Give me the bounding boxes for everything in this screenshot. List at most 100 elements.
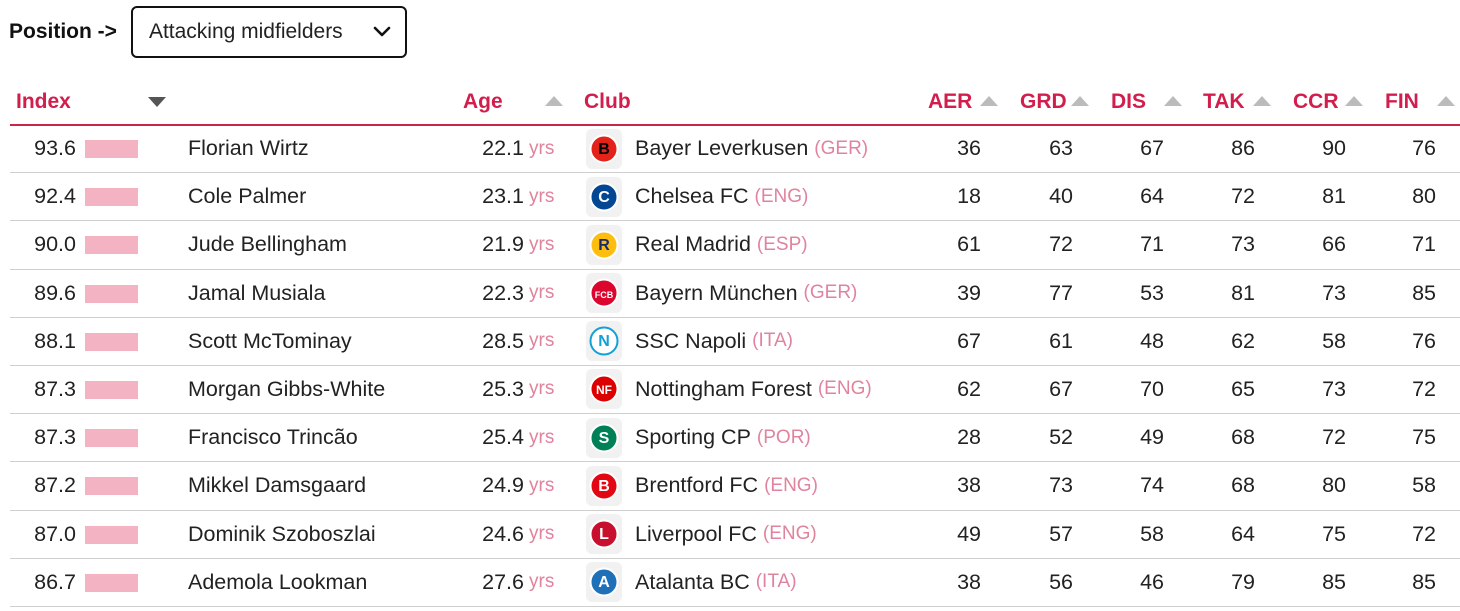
club-name: Liverpool FC bbox=[635, 521, 757, 546]
table-row[interactable]: 86.7 Ademola Lookman 27.6 yrs A Atalanta… bbox=[10, 559, 1460, 607]
index-value: 87.2 bbox=[34, 473, 76, 498]
club-cell[interactable]: Nottingham Forest (ENG) bbox=[635, 366, 872, 413]
player-name[interactable]: Dominik Szoboszlai bbox=[188, 521, 376, 546]
club-name: Sporting CP bbox=[635, 425, 751, 450]
index-value: 87.3 bbox=[34, 376, 76, 401]
fin-value: 76 bbox=[1412, 136, 1436, 160]
sort-desc-icon[interactable] bbox=[148, 97, 166, 107]
brentford-logo-icon: B bbox=[586, 465, 622, 506]
real-madrid-logo-icon: R bbox=[586, 224, 622, 265]
index-bar bbox=[85, 429, 138, 448]
club-cell[interactable]: Liverpool FC (ENG) bbox=[635, 511, 817, 558]
tak-value: 73 bbox=[1231, 232, 1255, 257]
ccr-value: 85 bbox=[1322, 569, 1346, 594]
column-header-tak[interactable]: TAK bbox=[1203, 90, 1245, 113]
column-header-club[interactable]: Club bbox=[584, 90, 631, 113]
tak-value: 68 bbox=[1231, 473, 1255, 498]
club-cell[interactable]: Sporting CP (POR) bbox=[635, 414, 811, 461]
index-bar bbox=[85, 380, 138, 399]
ccr-value: 75 bbox=[1322, 521, 1346, 546]
fin-value: 75 bbox=[1412, 425, 1436, 450]
sort-asc-icon[interactable] bbox=[1253, 96, 1271, 106]
column-header-dis[interactable]: DIS bbox=[1111, 90, 1147, 113]
table-row[interactable]: 87.2 Mikkel Damsgaard 24.9 yrs B Brentfo… bbox=[10, 462, 1460, 511]
column-header-age[interactable]: Age bbox=[463, 90, 503, 113]
dis-value: 58 bbox=[1140, 521, 1164, 546]
player-name[interactable]: Scott McTominay bbox=[188, 328, 352, 353]
tak-value: 68 bbox=[1231, 425, 1255, 450]
table-row[interactable]: 93.6 Florian Wirtz 22.1 yrs B Bayer Leve… bbox=[10, 125, 1460, 174]
sort-asc-icon[interactable] bbox=[545, 96, 563, 106]
grd-value: 67 bbox=[1049, 376, 1073, 401]
club-cell[interactable]: Atalanta BC (ITA) bbox=[635, 559, 797, 606]
index-bar bbox=[85, 140, 138, 158]
svg-text:S: S bbox=[599, 430, 610, 447]
club-cell[interactable]: Real Madrid (ESP) bbox=[635, 221, 808, 268]
position-select[interactable]: Attacking midfielders bbox=[130, 6, 407, 58]
bayern-munchen-logo-icon: FCB bbox=[586, 273, 622, 314]
tak-value: 62 bbox=[1231, 328, 1255, 353]
sort-asc-icon[interactable] bbox=[980, 96, 998, 106]
aer-value: 36 bbox=[957, 136, 981, 160]
column-header-index[interactable]: Index bbox=[16, 90, 71, 113]
age-unit: yrs bbox=[529, 185, 555, 207]
sort-asc-icon[interactable] bbox=[1071, 96, 1089, 106]
grd-value: 63 bbox=[1049, 136, 1073, 160]
column-header-grd[interactable]: GRD bbox=[1020, 90, 1067, 113]
club-name: Nottingham Forest bbox=[635, 376, 812, 401]
table-row[interactable]: 88.1 Scott McTominay 28.5 yrs N SSC Napo… bbox=[10, 318, 1460, 366]
player-name[interactable]: Florian Wirtz bbox=[188, 136, 309, 160]
club-name: Brentford FC bbox=[635, 473, 759, 498]
ccr-value: 80 bbox=[1322, 473, 1346, 498]
sort-asc-icon[interactable] bbox=[1345, 96, 1363, 106]
player-name[interactable]: Mikkel Damsgaard bbox=[188, 473, 367, 498]
index-bar bbox=[85, 284, 138, 303]
table-row[interactable]: 87.3 Francisco Trincão 25.4 yrs S Sporti… bbox=[10, 414, 1460, 463]
aer-value: 62 bbox=[957, 376, 981, 401]
napoli-logo-icon: N bbox=[586, 321, 622, 362]
column-header-fin[interactable]: FIN bbox=[1385, 90, 1419, 113]
dis-value: 49 bbox=[1140, 425, 1164, 450]
player-name[interactable]: Francisco Trincão bbox=[188, 425, 358, 450]
index-bar bbox=[85, 573, 138, 592]
age-value: 23.1 bbox=[482, 184, 524, 209]
club-cell[interactable]: Chelsea FC (ENG) bbox=[635, 173, 808, 220]
age-value: 22.1 bbox=[482, 136, 524, 160]
player-name[interactable]: Jude Bellingham bbox=[188, 232, 347, 257]
table-row[interactable]: 87.3 Morgan Gibbs-White 25.3 yrs NF Nott… bbox=[10, 366, 1460, 415]
tak-value: 79 bbox=[1231, 569, 1255, 594]
club-cell[interactable]: Bayer Leverkusen (GER) bbox=[635, 125, 868, 172]
age-unit: yrs bbox=[529, 282, 555, 304]
club-cell[interactable]: Brentford FC (ENG) bbox=[635, 462, 818, 509]
column-header-ccr[interactable]: CCR bbox=[1293, 90, 1339, 113]
grd-value: 77 bbox=[1049, 280, 1073, 305]
dis-value: 70 bbox=[1140, 376, 1164, 401]
player-name[interactable]: Morgan Gibbs-White bbox=[188, 376, 386, 401]
column-header-aer[interactable]: AER bbox=[928, 90, 973, 113]
grd-value: 40 bbox=[1049, 184, 1073, 209]
player-name[interactable]: Ademola Lookman bbox=[188, 569, 368, 594]
table-row[interactable]: 92.4 Cole Palmer 23.1 yrs C Chelsea FC (… bbox=[10, 173, 1460, 222]
age-unit: yrs bbox=[529, 330, 555, 352]
club-country: (ITA) bbox=[755, 571, 797, 593]
nottingham-forest-logo-icon: NF bbox=[586, 369, 622, 410]
club-cell[interactable]: SSC Napoli (ITA) bbox=[635, 318, 793, 365]
club-country: (ENG) bbox=[762, 523, 817, 544]
age-value: 24.9 bbox=[482, 473, 524, 498]
index-bar bbox=[85, 525, 138, 544]
liverpool-logo-icon: L bbox=[586, 514, 622, 554]
table-row[interactable]: 90.0 Jude Bellingham 21.9 yrs R Real Mad… bbox=[10, 221, 1460, 270]
index-value: 87.3 bbox=[34, 425, 76, 450]
player-name[interactable]: Jamal Musiala bbox=[188, 280, 326, 305]
club-cell[interactable]: Bayern München (GER) bbox=[635, 270, 857, 317]
index-value: 89.6 bbox=[34, 280, 76, 305]
sort-asc-icon[interactable] bbox=[1437, 96, 1455, 106]
table-row[interactable]: 87.0 Dominik Szoboszlai 24.6 yrs L Liver… bbox=[10, 511, 1460, 559]
player-name[interactable]: Cole Palmer bbox=[188, 184, 307, 209]
fin-value: 58 bbox=[1412, 473, 1436, 498]
table-row[interactable]: 89.6 Jamal Musiala 22.3 yrs FCB Bayern M… bbox=[10, 270, 1460, 318]
age-unit: yrs bbox=[529, 426, 555, 448]
atalanta-logo-icon: A bbox=[586, 562, 622, 603]
index-value: 93.6 bbox=[34, 136, 76, 160]
sort-asc-icon[interactable] bbox=[1164, 96, 1182, 106]
